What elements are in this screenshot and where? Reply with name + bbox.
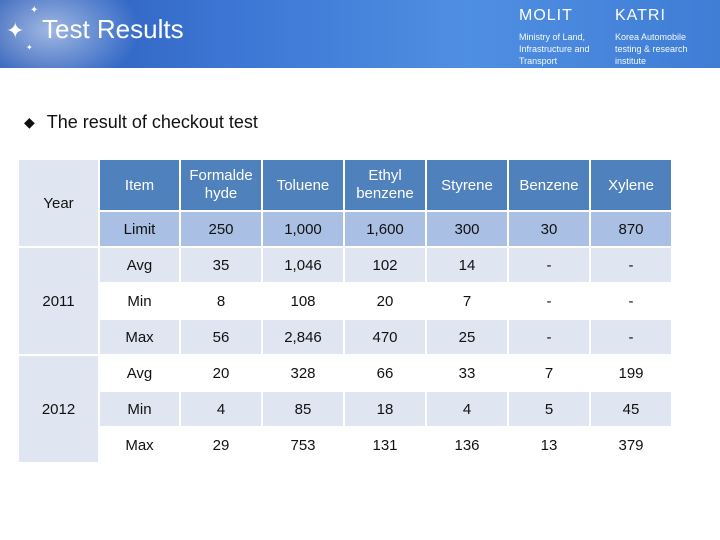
table-cell: 8 (181, 284, 261, 318)
section-heading-text: The result of checkout test (46, 112, 258, 132)
org-desc-line: institute (615, 56, 647, 66)
table-cell: 870 (591, 212, 671, 246)
table-cell: Avg (100, 356, 179, 390)
table-row: Min 4 85 18 4 5 45 (19, 392, 671, 426)
table-cell: 33 (427, 356, 507, 390)
table-cell: 5 (509, 392, 589, 426)
sparkle-star-icon: ✦ (30, 5, 39, 16)
table-cell: Avg (100, 248, 179, 282)
table-cell: 131 (345, 428, 425, 462)
table-cell: 7 (427, 284, 507, 318)
table-cell: Max (100, 428, 179, 462)
table-cell: 30 (509, 212, 589, 246)
table-cell: 328 (263, 356, 343, 390)
table-cell: 136 (427, 428, 507, 462)
section-heading: ◆ The result of checkout test (24, 112, 258, 133)
table-row: Min 8 108 20 7 - - (19, 284, 671, 318)
table-cell: 2,846 (263, 320, 343, 354)
column-header: Ethyl benzene (345, 160, 425, 210)
table-row: Max 29 753 131 136 13 379 (19, 428, 671, 462)
table-cell: 25 (427, 320, 507, 354)
table-cell: 102 (345, 248, 425, 282)
table-cell: - (591, 248, 671, 282)
org-description: Ministry of Land, Infrastructure and Tra… (519, 31, 609, 67)
table-row: 2011 Avg 35 1,046 102 14 - - (19, 248, 671, 354)
table-cell: 1,600 (345, 212, 425, 246)
table-cell: 66 (345, 356, 425, 390)
diamond-bullet-icon: ◆ (24, 114, 35, 130)
org-description: Korea Automobile testing & research inst… (615, 31, 715, 67)
table-cell: 7 (509, 356, 589, 390)
page-title: Test Results (42, 14, 184, 44)
header-banner: ✦ ✦ ✦ Test Results MOLIT Ministry of Lan… (0, 0, 720, 68)
table-cell: - (591, 284, 671, 318)
table-cell: 4 (181, 392, 261, 426)
org-desc-line: Korea Automobile (615, 32, 687, 42)
year-cell: 2012 (19, 356, 98, 462)
org-molit: MOLIT Ministry of Land, Infrastructure a… (519, 7, 609, 67)
column-header: Formalde hyde (181, 160, 261, 210)
table-cell: 29 (181, 428, 261, 462)
table-cell: 1,046 (263, 248, 343, 282)
table-row-limit: Limit 250 1,000 1,600 300 30 870 (19, 212, 671, 246)
sparkle-star-icon: ✦ (6, 18, 25, 43)
table-cell: - (509, 320, 589, 354)
table-cell: Limit (100, 212, 179, 246)
org-name: KATRI (615, 7, 666, 24)
column-header: Item (100, 160, 179, 210)
org-name: MOLIT (519, 7, 573, 24)
column-header: Styrene (427, 160, 507, 210)
year-header: Year (19, 160, 98, 246)
table-header-row: Year Item Formalde hyde Toluene Ethyl be… (19, 160, 671, 246)
org-desc-line: Ministry of Land, (519, 32, 586, 42)
table-cell: 470 (345, 320, 425, 354)
column-header: Benzene (509, 160, 589, 210)
table-cell: 1,000 (263, 212, 343, 246)
table-cell: 14 (427, 248, 507, 282)
table-cell: - (591, 320, 671, 354)
table-cell: - (509, 284, 589, 318)
org-katri: KATRI Korea Automobile testing & researc… (615, 7, 715, 67)
table-cell: 35 (181, 248, 261, 282)
table-cell: 4 (427, 392, 507, 426)
table-cell: Min (100, 392, 179, 426)
table-cell: 379 (591, 428, 671, 462)
column-header: Toluene (263, 160, 343, 210)
table-cell: Min (100, 284, 179, 318)
table-cell: - (509, 248, 589, 282)
results-table: Year Item Formalde hyde Toluene Ethyl be… (17, 158, 673, 464)
table-cell: 108 (263, 284, 343, 318)
org-desc-line: Infrastructure and (519, 44, 590, 54)
table-cell: 20 (345, 284, 425, 318)
table-cell: 56 (181, 320, 261, 354)
table-cell: 85 (263, 392, 343, 426)
table-cell: 45 (591, 392, 671, 426)
column-header: Xylene (591, 160, 671, 210)
table-row: 2012 Avg 20 328 66 33 7 199 (19, 356, 671, 462)
sparkle-glow (0, 0, 140, 68)
table-cell: 199 (591, 356, 671, 390)
sparkle-star-icon: ✦ (26, 43, 33, 52)
table-cell: Max (100, 320, 179, 354)
org-desc-line: Transport (519, 56, 558, 66)
table-row: Max 56 2,846 470 25 - - (19, 320, 671, 354)
org-desc-line: testing & research (615, 44, 688, 54)
table-cell: 18 (345, 392, 425, 426)
table-cell: 250 (181, 212, 261, 246)
table-cell: 20 (181, 356, 261, 390)
table-cell: 753 (263, 428, 343, 462)
table-cell: 300 (427, 212, 507, 246)
table-cell: 13 (509, 428, 589, 462)
year-cell: 2011 (19, 248, 98, 354)
